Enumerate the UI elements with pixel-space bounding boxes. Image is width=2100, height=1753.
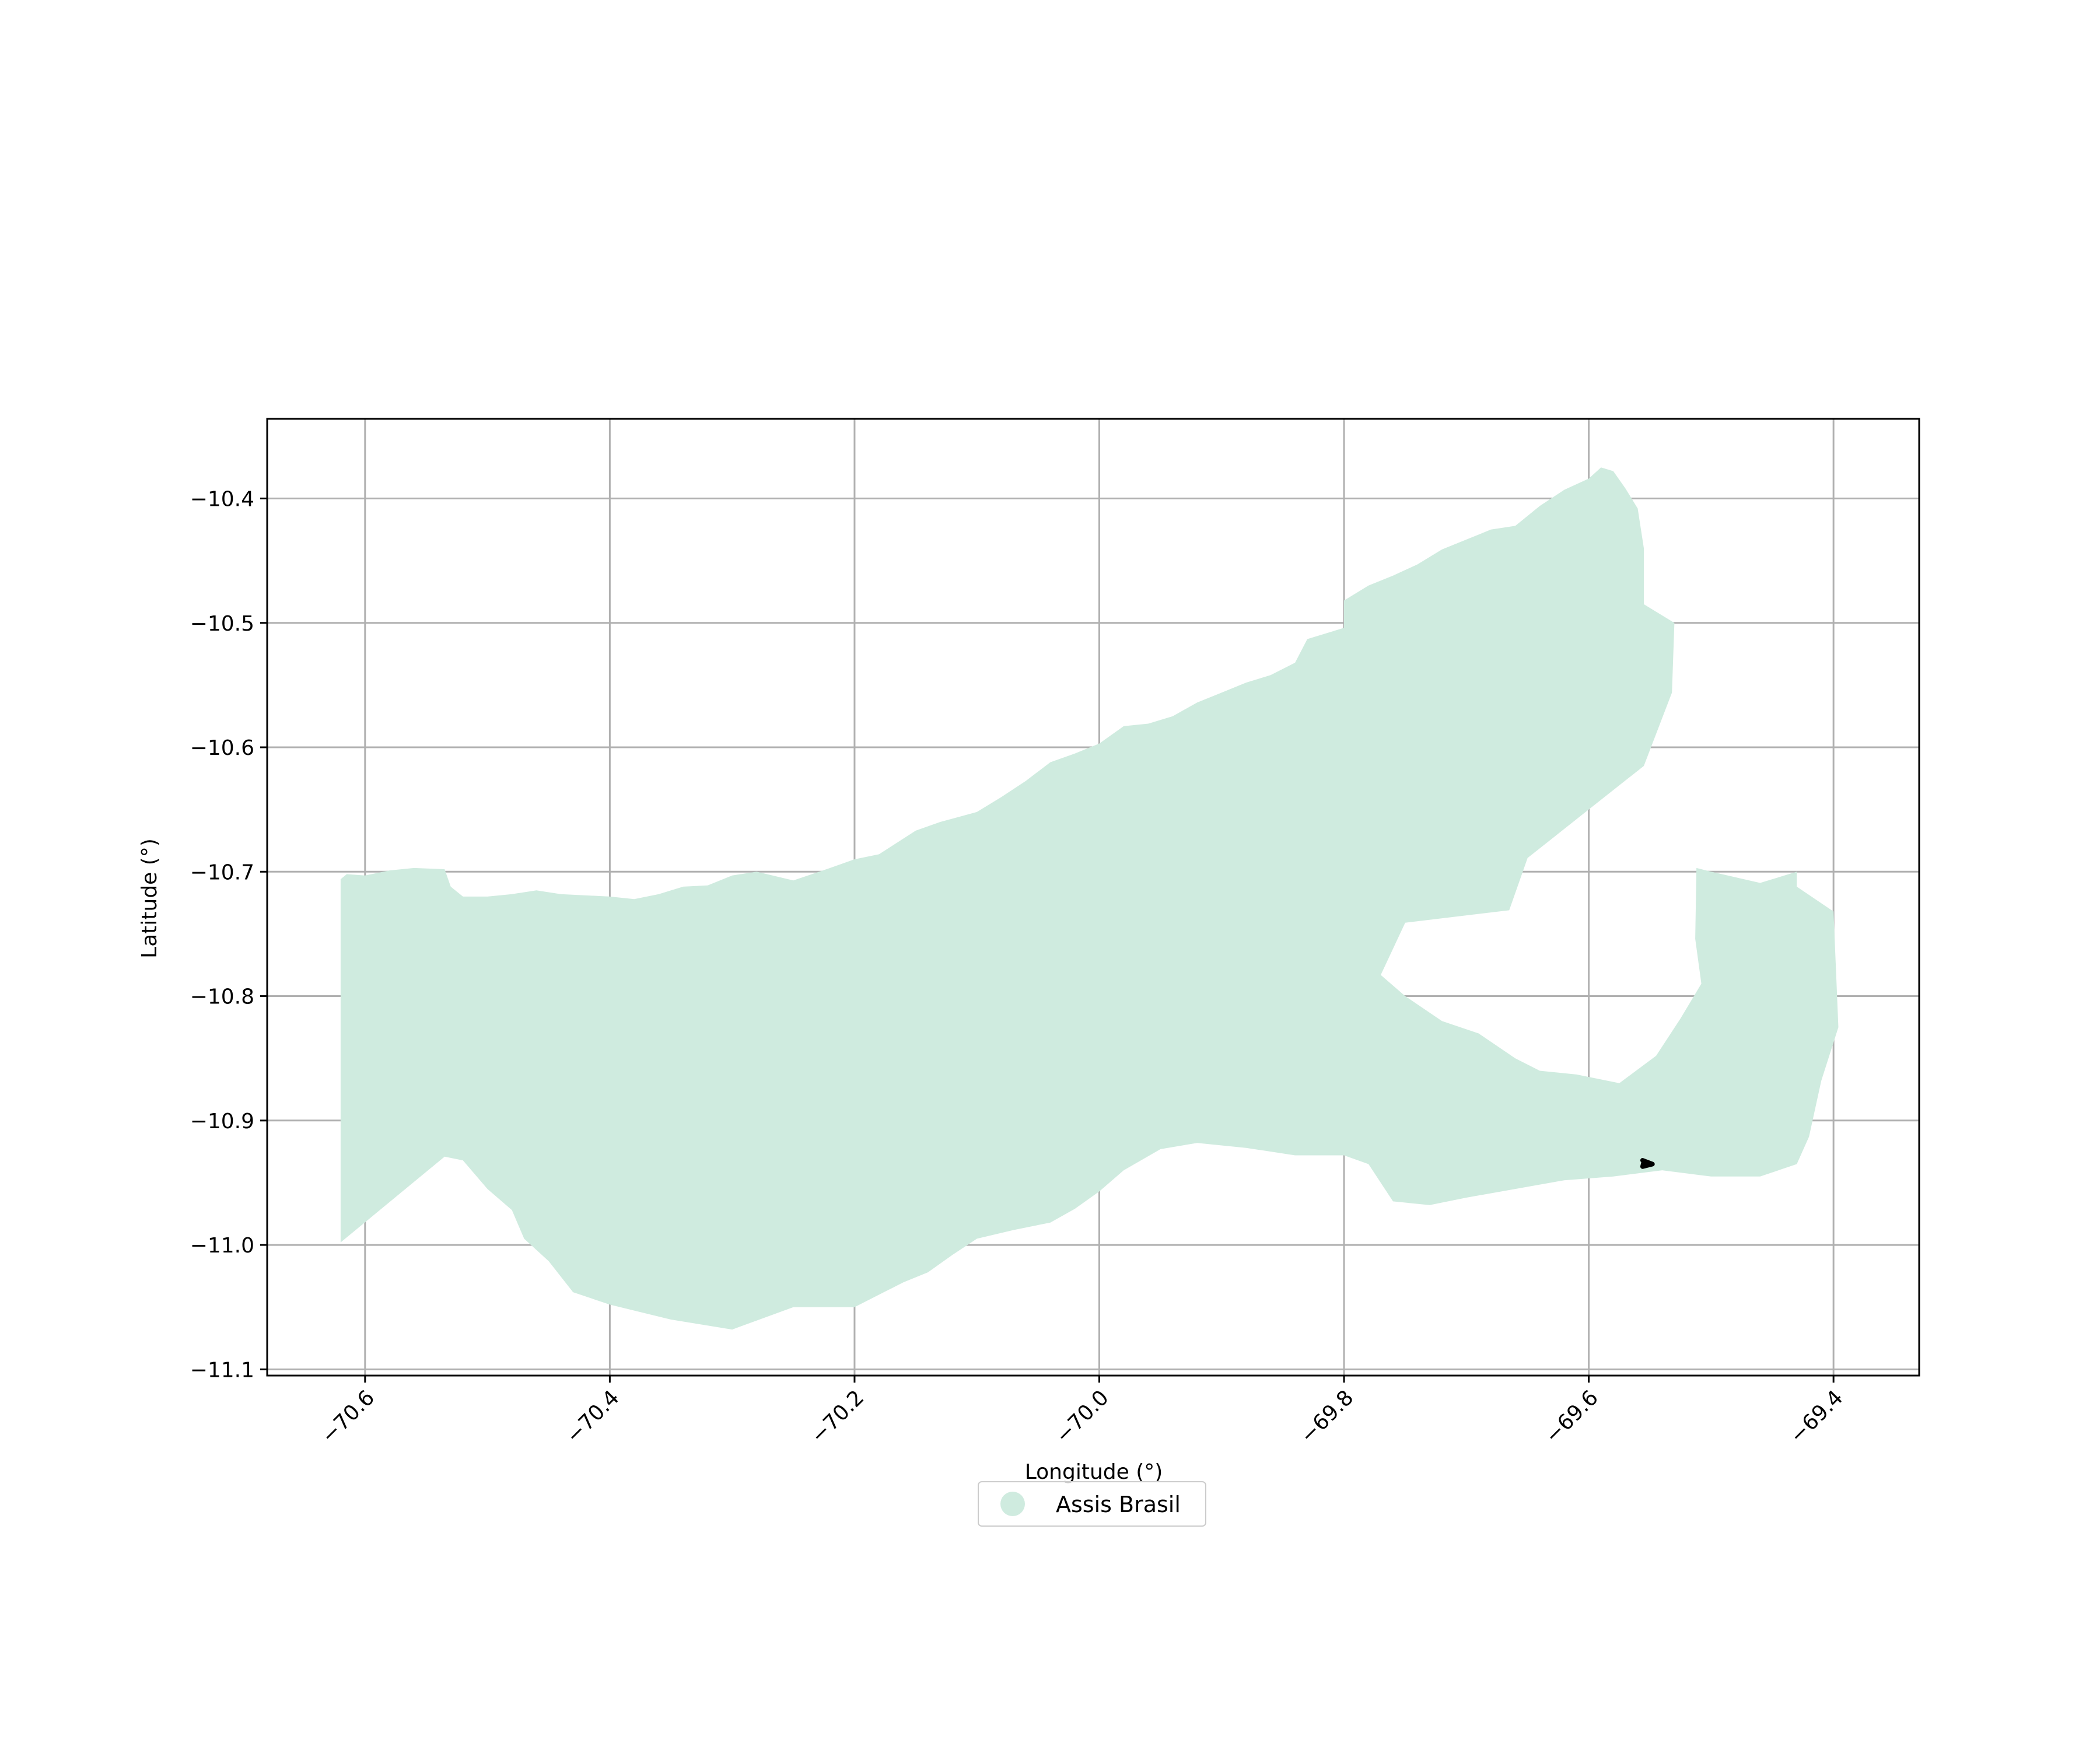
y-axis: −10.4 −10.5 −10.6 −10.7 −10.8 −10.9 −11.0 −11.1 bbox=[190, 487, 267, 1382]
x-axis-label: Longitude (°) bbox=[1025, 1460, 1163, 1484]
legend: Assis Brasil bbox=[978, 1481, 1206, 1527]
y-tick-label: −10.4 bbox=[190, 487, 254, 511]
legend-box bbox=[978, 1481, 1206, 1527]
plot-area bbox=[266, 418, 1920, 1377]
legend-marker-assis-brasil bbox=[1000, 1492, 1025, 1516]
y-tick-label: −10.7 bbox=[190, 860, 254, 884]
y-tick-label: −11.1 bbox=[190, 1358, 254, 1382]
y-tick-label: −11.0 bbox=[190, 1234, 254, 1258]
region-assis-brasil bbox=[340, 467, 1839, 1330]
legend-label-assis-brasil: Assis Brasil bbox=[1056, 1492, 1181, 1517]
y-axis-label: Latitude (°) bbox=[138, 838, 162, 958]
y-tick-label: −10.8 bbox=[190, 985, 254, 1009]
axes-frame bbox=[266, 418, 1920, 1377]
highlight-outline bbox=[1640, 1158, 1655, 1169]
y-tick-label: −10.5 bbox=[190, 612, 254, 636]
y-tick-label: −10.6 bbox=[190, 736, 254, 760]
y-tick-label: −10.9 bbox=[190, 1110, 254, 1133]
